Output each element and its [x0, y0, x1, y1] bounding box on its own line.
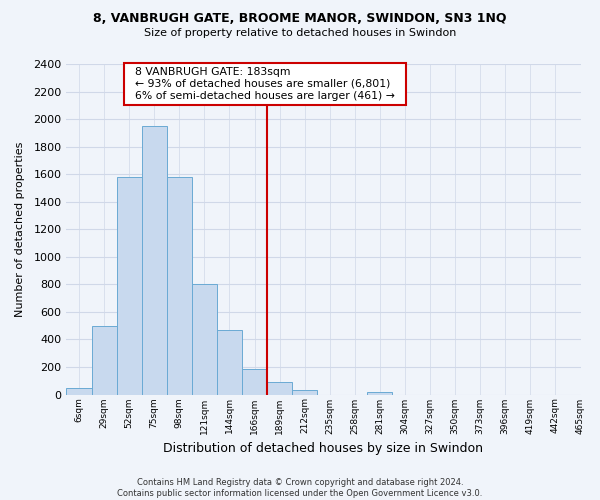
Bar	[142, 126, 167, 394]
Bar	[92, 326, 116, 394]
Bar	[67, 388, 92, 394]
Bar	[367, 392, 392, 394]
Bar	[167, 177, 192, 394]
Bar	[242, 369, 267, 394]
Bar	[192, 284, 217, 395]
Bar	[217, 330, 242, 394]
Text: Size of property relative to detached houses in Swindon: Size of property relative to detached ho…	[144, 28, 456, 38]
Bar	[116, 177, 142, 394]
Bar	[267, 382, 292, 394]
Text: Contains HM Land Registry data © Crown copyright and database right 2024.
Contai: Contains HM Land Registry data © Crown c…	[118, 478, 482, 498]
Y-axis label: Number of detached properties: Number of detached properties	[15, 142, 25, 317]
Bar	[292, 390, 317, 394]
X-axis label: Distribution of detached houses by size in Swindon: Distribution of detached houses by size …	[163, 442, 484, 455]
Text: 8, VANBRUGH GATE, BROOME MANOR, SWINDON, SN3 1NQ: 8, VANBRUGH GATE, BROOME MANOR, SWINDON,…	[93, 12, 507, 26]
Text: 8 VANBRUGH GATE: 183sqm
  ← 93% of detached houses are smaller (6,801)
  6% of s: 8 VANBRUGH GATE: 183sqm ← 93% of detache…	[128, 68, 402, 100]
